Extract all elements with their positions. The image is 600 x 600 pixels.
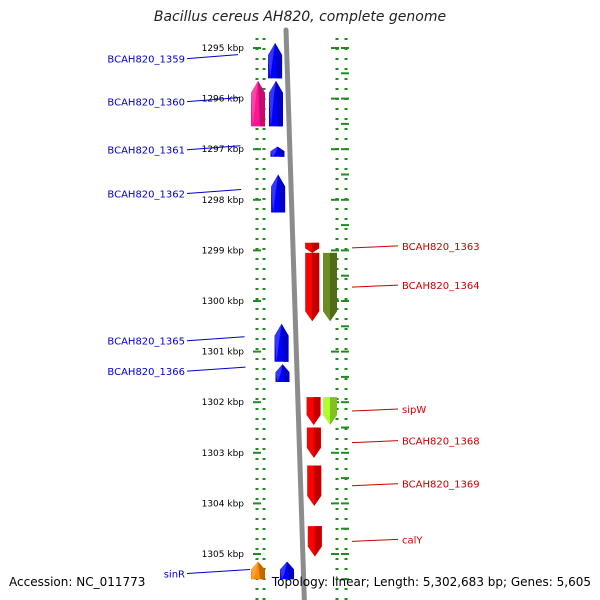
- gene-label-line: [351, 245, 399, 249]
- gene-label-line: [186, 568, 251, 574]
- tick-label: 1301 kbp: [202, 348, 245, 358]
- backbone-line: [283, 27, 307, 600]
- gene-gsinR-highlight: [280, 561, 288, 580]
- tick-label: 1300 kbp: [202, 297, 245, 307]
- gene-label: BCAH820_1363: [402, 242, 480, 253]
- gene-g1359-highlight: [268, 42, 276, 79]
- gene-label-line: [351, 408, 399, 412]
- gene-label: BCAH820_1365: [107, 337, 185, 348]
- gene-label-line: [186, 366, 246, 372]
- tick-label: 1296 kbp: [202, 95, 245, 105]
- tick-label: 1297 kbp: [202, 145, 245, 155]
- feature-f1364: [323, 252, 337, 322]
- gene-g1360: [268, 80, 283, 127]
- gene-label: sinR: [164, 569, 185, 580]
- gene-label: BCAH820_1364: [402, 281, 480, 292]
- gene-label-line: [186, 97, 239, 103]
- gene-g1363-shade: [312, 242, 320, 253]
- gene-g1360-shade: [275, 80, 283, 127]
- gene-label-line: [351, 440, 399, 444]
- feature-f1360: [251, 80, 265, 127]
- gene-g1368-shade: [313, 427, 321, 458]
- tick-label: 1305 kbp: [202, 550, 245, 560]
- gene-g1361-shade: [277, 146, 285, 157]
- gene-label-line: [186, 54, 239, 60]
- gene-label: BCAH820_1361: [107, 146, 185, 157]
- gene-gsinR: [280, 561, 295, 580]
- gene-g1362: [271, 174, 286, 213]
- gene-g1360-highlight: [268, 80, 276, 127]
- gene-label: BCAH820_1366: [107, 367, 185, 378]
- gene-gsinR-shade: [287, 561, 295, 580]
- gene-g1365: [274, 323, 289, 362]
- gene-g1366-highlight: [275, 364, 283, 382]
- tick-label: 1295 kbp: [202, 44, 245, 54]
- feature-fsipW: [323, 397, 337, 425]
- gene-label-line: [186, 336, 245, 342]
- tick-label: 1302 kbp: [202, 398, 245, 408]
- gene-g1362-shade: [278, 174, 286, 213]
- feature-fsipW-shade: [330, 397, 337, 425]
- feature-f1364-shade: [330, 252, 337, 322]
- gene-label-line: [351, 483, 399, 487]
- gene-g1361-highlight: [270, 146, 278, 157]
- gene-label: sipW: [402, 405, 426, 416]
- accession-label: Accession: NC_011773: [9, 575, 146, 589]
- gene-g1364-shade: [312, 252, 320, 322]
- feature-f1360-highlight: [251, 80, 258, 127]
- gene-gcalY: [307, 526, 322, 557]
- gene-g1366-shade: [282, 364, 290, 382]
- gene-label: BCAH820_1360: [107, 98, 185, 109]
- gene-label-line: [186, 145, 241, 151]
- gene-label-line: [186, 188, 242, 194]
- topology-summary: Topology: linear; Length: 5,302,683 bp; …: [271, 575, 591, 589]
- gene-g1366: [275, 364, 290, 382]
- gene-g1359-shade: [275, 42, 283, 79]
- tick-label: 1303 kbp: [202, 449, 245, 459]
- gene-g1369: [307, 465, 322, 506]
- gene-label-line: [351, 284, 399, 288]
- gene-gcalY-shade: [314, 526, 322, 557]
- gene-label: BCAH820_1369: [402, 480, 480, 491]
- gene-g1369-shade: [314, 465, 322, 506]
- gene-gsipW-shade: [313, 397, 321, 425]
- gene-gsipW: [306, 397, 321, 425]
- gene-g1368: [306, 427, 321, 458]
- feature-fsinR-highlight: [251, 561, 258, 580]
- gene-g1362-highlight: [271, 174, 279, 213]
- gene-label: BCAH820_1362: [107, 189, 185, 200]
- feature-fsinR: [251, 561, 265, 580]
- gene-label: BCAH820_1359: [107, 55, 185, 66]
- gene-g1361: [270, 146, 285, 157]
- diagram-title: Bacillus cereus AH820, complete genome: [153, 9, 447, 25]
- gene-g1364: [305, 252, 320, 322]
- gene-label: calY: [402, 535, 423, 546]
- gene-g1363: [305, 242, 320, 253]
- gene-label-line: [351, 538, 399, 542]
- gene-g1365-highlight: [274, 323, 282, 362]
- gene-label: BCAH820_1368: [402, 437, 480, 448]
- tick-label: 1304 kbp: [202, 499, 245, 509]
- feature-f1360-shade: [258, 80, 265, 127]
- tick-label: 1298 kbp: [202, 196, 245, 206]
- gene-g1359: [268, 42, 283, 79]
- tick-label: 1299 kbp: [202, 246, 245, 256]
- gene-g1365-shade: [281, 323, 289, 362]
- feature-fsinR-shade: [258, 561, 265, 580]
